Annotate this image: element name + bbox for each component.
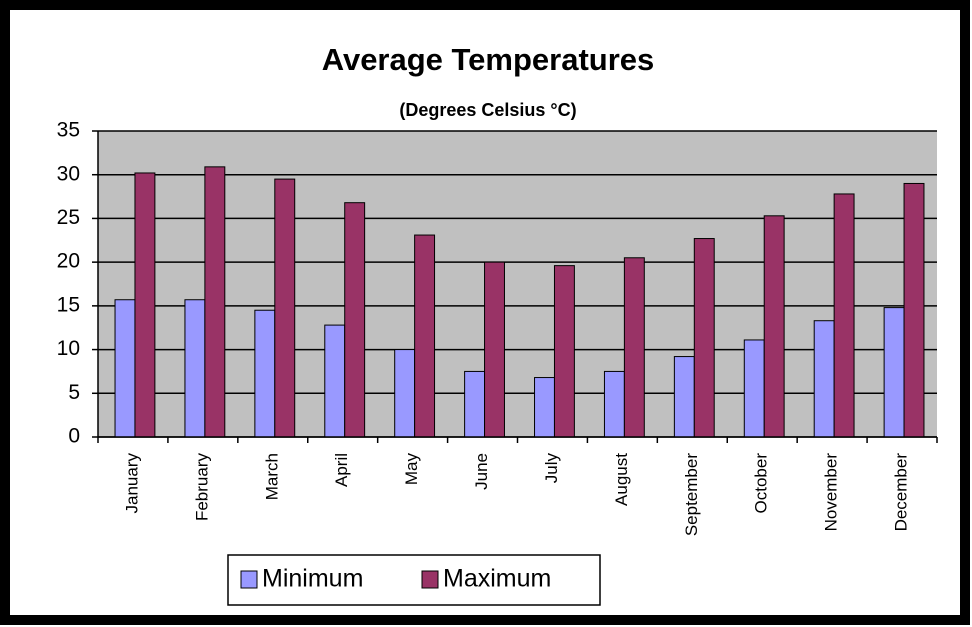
x-tick-label: September: [682, 453, 701, 536]
x-tick-label: February: [192, 453, 211, 522]
bar: [414, 234, 436, 438]
bar: [184, 299, 206, 438]
y-tick-label: 30: [57, 162, 80, 185]
bar: [484, 261, 505, 438]
bar: [743, 339, 765, 438]
bar: [394, 349, 416, 438]
legend-label: Maximum: [443, 565, 551, 593]
bar: [114, 299, 136, 438]
x-tick-label: August: [612, 453, 631, 506]
bar: [883, 307, 905, 438]
legend-swatch: [421, 570, 439, 589]
x-tick-label: November: [822, 453, 841, 532]
bar: [623, 257, 645, 438]
x-tick-label: April: [332, 453, 351, 487]
x-tick-label: January: [122, 453, 141, 514]
bar: [134, 172, 156, 438]
x-tick-label: May: [402, 453, 421, 486]
bar: [813, 320, 835, 438]
x-tick-label: December: [892, 453, 911, 532]
y-tick-label: 35: [57, 119, 80, 142]
y-tick-label: 0: [68, 425, 80, 448]
bar: [254, 309, 276, 438]
bar: [673, 356, 695, 438]
bar: [763, 215, 785, 438]
y-tick-label: 15: [57, 293, 80, 316]
bar: [204, 166, 226, 438]
bar: [603, 370, 625, 438]
y-tick-label: 10: [57, 337, 80, 360]
bar: [833, 193, 855, 438]
bar: [344, 202, 366, 438]
x-tick-label: July: [542, 453, 561, 484]
bar: [903, 182, 925, 438]
bar: [693, 238, 715, 438]
chart-title: Average Temperatures: [322, 42, 655, 77]
y-tick-label: 5: [68, 381, 80, 404]
legend-box: [227, 554, 601, 606]
bar: [324, 324, 346, 438]
bar: [464, 370, 486, 438]
bar: [553, 265, 575, 438]
x-tick-label: June: [472, 453, 491, 490]
legend-swatch: [240, 570, 258, 589]
chart-subtitle: (Degrees Celsius °C): [399, 100, 576, 120]
bar: [274, 178, 296, 438]
y-tick-label: 20: [57, 250, 80, 273]
legend-label: Minimum: [262, 565, 363, 593]
x-tick-label: March: [262, 453, 281, 500]
plot-area: [98, 131, 937, 437]
y-tick-label: 25: [57, 206, 80, 229]
bar: [534, 377, 555, 438]
x-tick-label: October: [752, 453, 771, 514]
